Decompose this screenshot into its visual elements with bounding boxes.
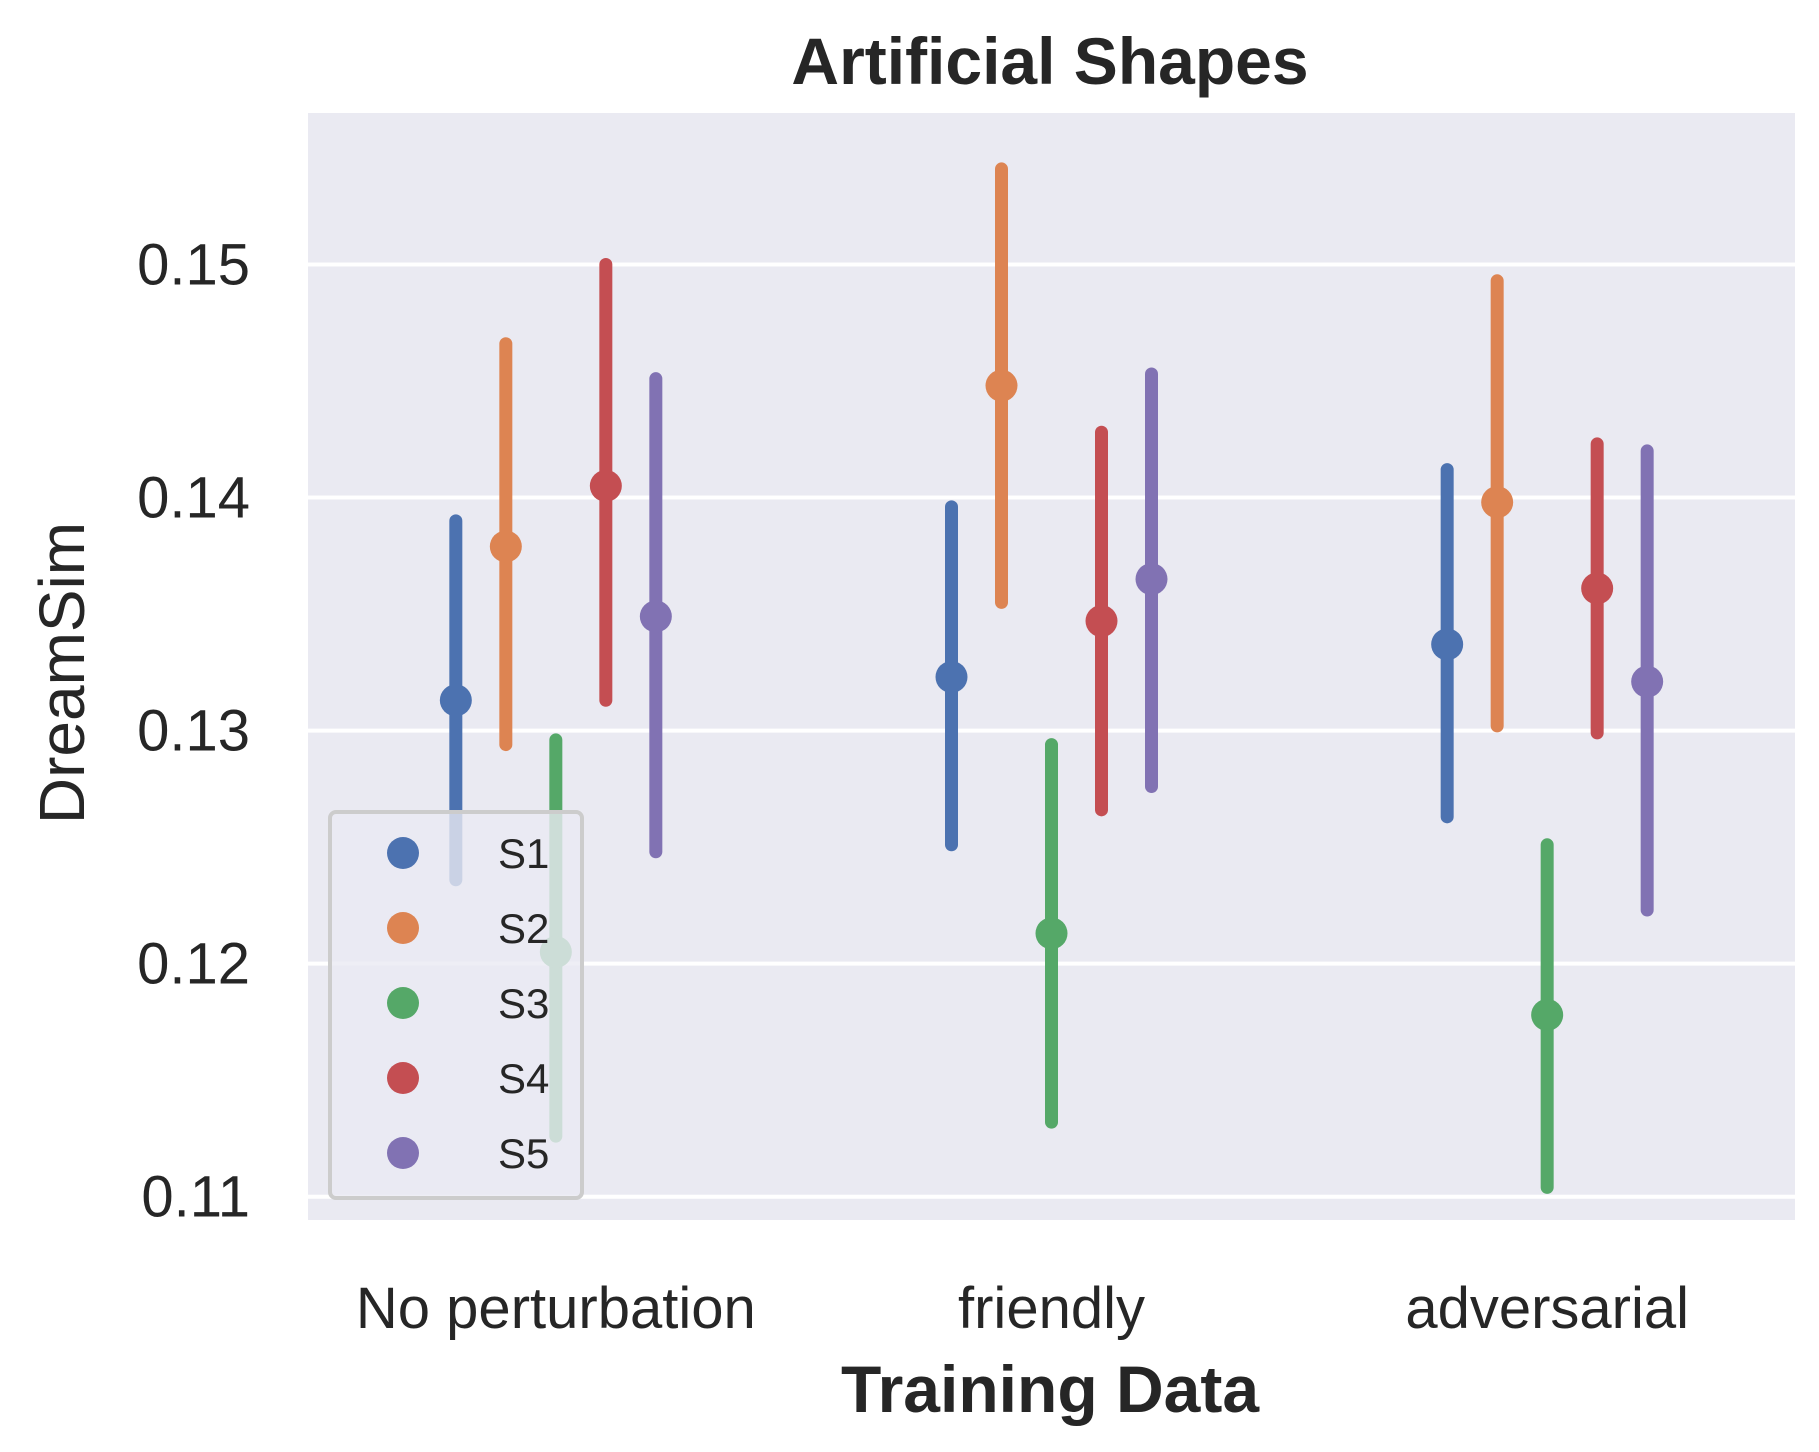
legend-label: S3 (498, 980, 549, 1027)
y-axis-label: DreamSim (26, 522, 98, 824)
data-point (1481, 486, 1514, 519)
legend-marker (387, 912, 419, 944)
data-point (439, 684, 472, 717)
data-point (639, 600, 672, 633)
x-tick-labels: No perturbation friendly adversarial (356, 1276, 1689, 1341)
series-s4 (589, 257, 1614, 817)
y-tick-label: 0.12 (137, 932, 250, 997)
legend-marker (387, 837, 419, 869)
chart-title: Artificial Shapes (791, 24, 1308, 98)
legend-label: S5 (498, 1130, 549, 1177)
data-point (1431, 628, 1464, 661)
data-point (935, 660, 968, 693)
series-s1 (439, 463, 1464, 887)
x-tick-label: adversarial (1405, 1276, 1689, 1341)
x-axis-label: Training Data (841, 1352, 1260, 1426)
y-tick-label: 0.11 (141, 1165, 250, 1230)
legend-marker (387, 1137, 419, 1169)
legend-marker (387, 1062, 419, 1094)
legend: S1 S2 S3 S4 S5 (328, 810, 584, 1200)
y-tick-label: 0.15 (137, 232, 250, 297)
y-tick-label: 0.14 (137, 466, 250, 531)
data-point (985, 369, 1018, 402)
x-tick-label: friendly (958, 1276, 1145, 1341)
legend-label: S4 (498, 1055, 549, 1102)
data-point (1035, 917, 1068, 950)
data-point (589, 469, 622, 502)
y-tick-labels: 0.11 0.12 0.13 0.14 0.15 (137, 232, 250, 1229)
x-tick-label: No perturbation (356, 1276, 756, 1341)
data-point (1531, 998, 1564, 1031)
y-tick-label: 0.13 (137, 699, 250, 764)
data-point (1085, 605, 1118, 638)
data-point (489, 530, 522, 563)
data-point (1581, 572, 1614, 605)
legend-label: S1 (498, 830, 549, 877)
data-point (1135, 563, 1168, 596)
series-s5 (639, 367, 1664, 917)
series-s2 (489, 162, 1514, 752)
legend-frame (328, 810, 584, 1200)
legend-marker (387, 987, 419, 1019)
data-point (1631, 665, 1664, 698)
legend-label: S2 (498, 905, 549, 952)
